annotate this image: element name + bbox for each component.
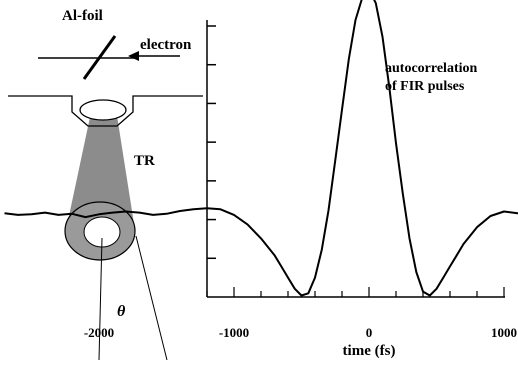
x-axis-label: time (fs) [343,343,396,359]
theta-label: θ [117,303,126,320]
x-tick-label: 1000 [491,325,517,340]
x-tick-labels: -3000-2000-10000100020003000 [84,325,517,340]
axis-line [98,237,103,361]
x-tick-label: 0 [366,325,373,340]
x-ticks [206,287,505,297]
tr-label: TR [134,153,155,169]
flange-outline [8,95,203,127]
angle-line [135,235,168,361]
electron-arrowhead [128,51,139,61]
annotation-line2: of FIR pulses [385,79,465,94]
x-tick-label: -1000 [219,325,249,340]
autocorrelation-curve [4,0,518,297]
setup-diagram: Al-foil electron TR θ [8,8,203,361]
tr-radiation-cone [66,103,135,230]
foil-label: Al-foil [62,8,103,24]
x-tick-label: -2000 [84,325,114,340]
y-ticks [207,25,216,260]
al-foil [82,35,117,80]
electron-label: electron [140,37,192,53]
annotation-line1: autocorrelation [385,61,477,76]
window-ellipse [79,99,127,121]
